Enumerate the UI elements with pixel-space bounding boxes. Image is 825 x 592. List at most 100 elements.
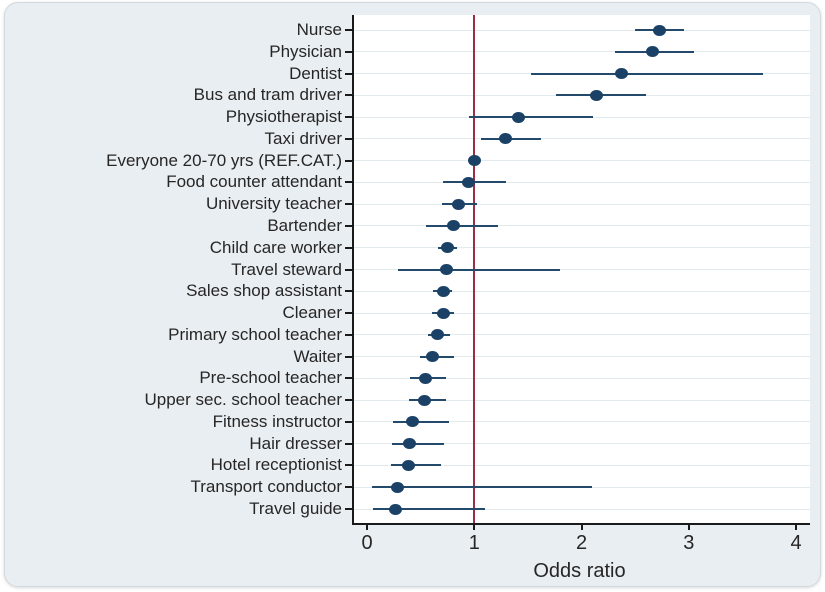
point-marker <box>614 68 628 80</box>
gridline <box>354 138 810 140</box>
x-tick-label: 1 <box>468 532 480 554</box>
gridline <box>354 181 810 183</box>
x-tick <box>580 523 583 530</box>
category-label: Cleaner <box>282 303 342 323</box>
category-label: Transport conductor <box>190 477 343 497</box>
ci-line <box>372 486 593 489</box>
y-tick <box>345 464 353 467</box>
y-tick <box>345 116 353 119</box>
point-marker <box>436 285 450 297</box>
category-label: Physiotherapist <box>225 107 342 127</box>
gridline <box>354 399 810 401</box>
plot-area: 0 1 2 3 4 <box>345 15 810 554</box>
gridline <box>354 203 810 205</box>
gridline <box>354 464 810 466</box>
y-tick <box>345 203 353 206</box>
category-label: Travel steward <box>231 259 342 279</box>
y-tick <box>345 224 353 227</box>
y-tick <box>345 333 353 336</box>
x-tick-label: 0 <box>361 532 373 554</box>
y-tick <box>345 508 353 510</box>
category-label: Travel guide <box>249 499 342 518</box>
x-tick <box>473 523 476 530</box>
category-label: Pre-school teacher <box>199 368 342 388</box>
y-tick <box>345 137 353 140</box>
y-tick <box>345 246 353 249</box>
ci-line <box>468 116 594 119</box>
gridline <box>354 51 810 53</box>
category-label: Primary school teacher <box>168 324 342 344</box>
point-marker <box>467 155 481 167</box>
y-tick <box>345 355 353 358</box>
y-tick <box>345 312 353 315</box>
gridline <box>354 247 810 249</box>
ci-line <box>392 420 449 423</box>
y-tick <box>345 377 353 380</box>
x-tick-label: 2 <box>575 532 588 554</box>
category-label: Hotel receptionist <box>210 455 342 475</box>
category-label: Food counter attendant <box>166 172 342 192</box>
gridline <box>354 29 810 31</box>
gridline <box>354 443 810 445</box>
category-label: Nurse <box>296 20 342 39</box>
gridline <box>354 312 810 314</box>
point-marker <box>402 459 416 471</box>
x-tick <box>687 523 690 530</box>
category-label: Waiter <box>293 346 343 366</box>
point-marker <box>405 416 419 428</box>
point-marker <box>462 176 476 188</box>
point-marker <box>418 394 432 406</box>
ci-line <box>391 442 445 445</box>
gridline <box>354 160 810 162</box>
y-tick <box>345 486 353 489</box>
y-tick <box>345 290 353 293</box>
category-label: University teacher <box>205 194 342 214</box>
category-label: Dentist <box>289 63 342 83</box>
point-marker <box>511 111 525 123</box>
gridline <box>354 269 810 270</box>
category-label: Everyone 20-70 yrs (REF.CAT.) <box>106 150 342 170</box>
y-tick <box>345 420 353 423</box>
point-marker <box>451 198 465 210</box>
x-tick <box>366 523 368 530</box>
point-marker <box>653 24 667 36</box>
x-tick-label: 4 <box>790 532 802 554</box>
point-marker <box>403 438 417 450</box>
category-label: Physician <box>269 41 342 61</box>
x-tick-label: 3 <box>683 532 695 554</box>
point-marker <box>389 503 403 515</box>
point-marker <box>431 329 445 341</box>
category-label: Sales shop assistant <box>186 281 342 301</box>
category-label: Upper sec. school teacher <box>144 390 343 410</box>
point-marker <box>390 481 404 493</box>
category-label: Hair dresser <box>249 433 342 453</box>
point-marker <box>425 351 439 363</box>
point-marker <box>440 242 454 254</box>
y-tick <box>345 442 353 445</box>
ci-line <box>373 508 485 510</box>
ci-line <box>398 268 561 271</box>
point-marker <box>645 46 659 58</box>
y-tick <box>345 50 353 53</box>
y-tick <box>345 72 353 75</box>
point-marker <box>447 220 461 232</box>
gridline <box>354 377 810 379</box>
gridline <box>354 290 810 292</box>
y-tick <box>345 159 353 162</box>
category-label: Child care worker <box>209 237 342 257</box>
ci-line <box>390 464 441 467</box>
gridline <box>354 225 810 227</box>
gridline <box>354 356 810 358</box>
gridline <box>354 334 810 336</box>
y-tick <box>345 94 353 97</box>
point-marker <box>436 307 450 319</box>
x-tick <box>795 523 797 530</box>
y-tick <box>345 181 353 184</box>
point-marker <box>498 133 512 145</box>
y-tick <box>345 29 353 31</box>
category-label: Bartender <box>267 215 342 235</box>
gridline <box>354 508 810 510</box>
gridline <box>354 421 810 423</box>
category-label: Taxi driver <box>264 128 342 148</box>
